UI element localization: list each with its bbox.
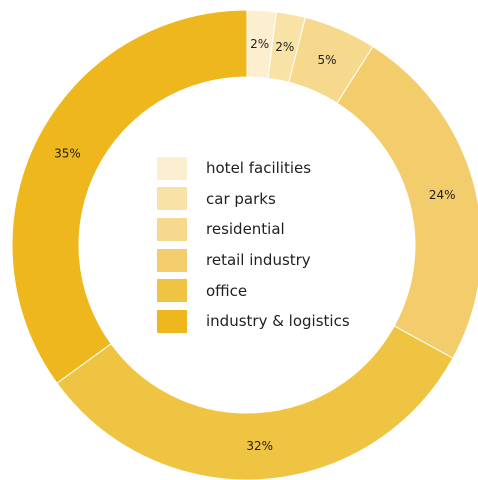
legend-item-industry-logistics: industry & logistics — [157, 306, 397, 337]
slice-industry-logistics — [11, 9, 248, 384]
slice-label-residential: 5% — [318, 53, 337, 67]
slice-label-office: 32% — [246, 439, 273, 453]
legend-label-residential: residential — [206, 220, 285, 239]
slice-label-retail-industry: 24% — [429, 188, 456, 202]
legend-item-hotel-facilities: hotel facilities — [157, 153, 397, 184]
legend-item-residential: residential — [157, 214, 397, 245]
legend-swatch-office — [157, 279, 187, 303]
legend-swatch-hotel-facilities — [157, 156, 187, 180]
chart-legend: hotel facilities car parks residential r… — [157, 153, 397, 337]
legend-item-car-parks: car parks — [157, 184, 397, 215]
slice-label-car-parks: 2% — [275, 40, 294, 54]
legend-label-retail-industry: retail industry — [206, 251, 311, 270]
legend-swatch-car-parks — [157, 187, 187, 211]
legend-swatch-industry-logistics — [157, 309, 187, 333]
legend-label-car-parks: car parks — [206, 189, 276, 208]
slice-label-industry-logistics: 35% — [54, 147, 81, 161]
legend-label-hotel-facilities: hotel facilities — [206, 159, 312, 178]
slice-label-hotel-facilities: 2% — [250, 37, 269, 51]
legend-label-office: office — [206, 281, 248, 300]
slice-office — [56, 325, 454, 480]
legend-item-retail-industry: retail industry — [157, 245, 397, 276]
legend-item-office: office — [157, 275, 397, 306]
legend-swatch-retail-industry — [157, 248, 187, 272]
legend-swatch-residential — [157, 217, 187, 241]
legend-label-industry-logistics: industry & logistics — [206, 312, 350, 331]
